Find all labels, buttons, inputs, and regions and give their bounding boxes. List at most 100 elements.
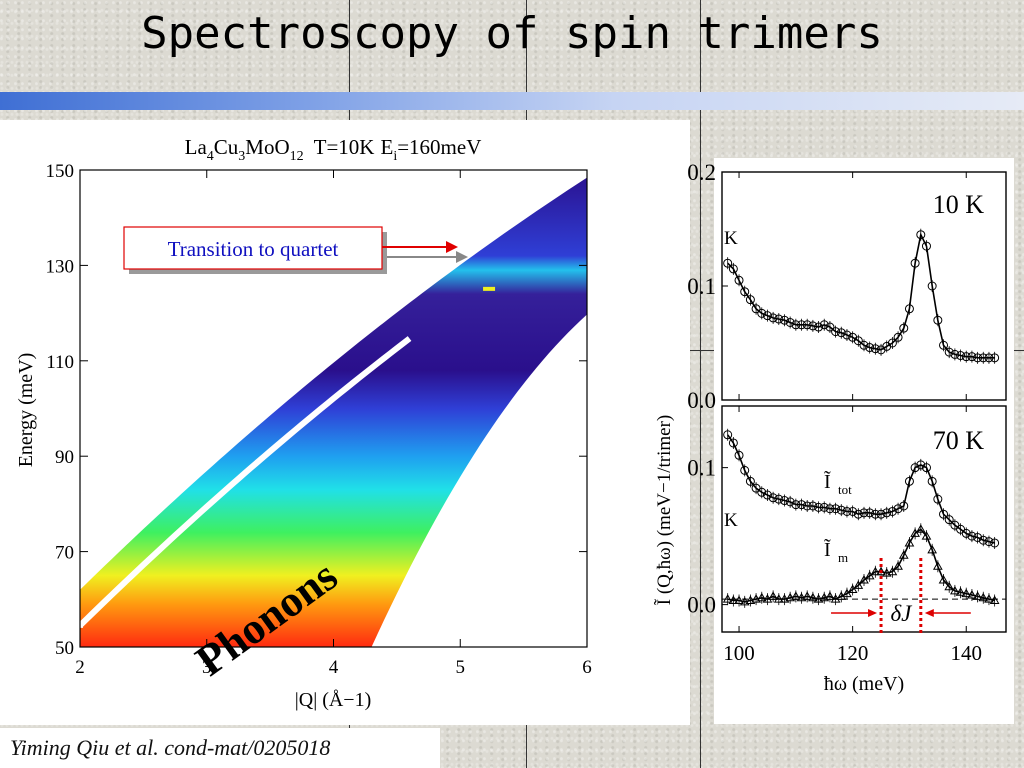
spectrum-10k-point — [939, 340, 949, 350]
spectrum-70k-point — [847, 584, 858, 594]
spectrum-10k-point — [944, 347, 954, 357]
spectrum-70k-point — [774, 494, 784, 504]
spectrum-70k-point — [904, 537, 915, 547]
spectrum-70k-point — [768, 493, 778, 503]
heatmap-ticks: 2 3 4 5 6 50 70 90 110 130 150 — [46, 161, 592, 678]
spectrum-70k-point — [779, 496, 789, 506]
spectrum-70k-point — [779, 594, 790, 603]
spectrum-70k-point — [848, 506, 858, 516]
heatmap-gap-streak — [80, 336, 412, 628]
spectrum-70k-point — [910, 463, 920, 473]
spectra-chart: 10 K K 70 K K Ĩ tot Ĩ m δJ 100 120 140 ħω (meV) — [721, 171, 1007, 695]
spectrum-10k-point — [808, 321, 818, 331]
spectrum-10k-point — [984, 353, 994, 363]
spectrum-10k-point — [836, 328, 846, 338]
spectrum-70k-point — [853, 580, 864, 589]
heatmap-y-tick-label: 110 — [46, 352, 74, 373]
spectrum-10k-point — [887, 338, 897, 348]
spectrum-70k-point — [910, 528, 920, 537]
spectrum-10k-point — [916, 230, 926, 240]
citation: Yiming Qiu et al. cond-mat/0205018 — [0, 728, 440, 768]
spectrum-10k-point — [927, 281, 937, 291]
spectra-axis-labels: Ĩ (Q,ħω) (meV−1/trimer) 0.0 0.1 0.2 0.0 0.1 — [653, 160, 716, 618]
spectrum-70k-point — [819, 502, 829, 512]
heatmap-band — [80, 177, 587, 647]
title-accent-bar — [0, 92, 1024, 110]
spectrum-70k-point — [791, 500, 801, 510]
spectrum-70k-point — [859, 508, 869, 518]
spectrum-70k-point — [961, 528, 971, 538]
spectrum-70k-point — [950, 585, 960, 595]
spectrum-10k-point — [831, 327, 841, 337]
spectrum-70k-point — [740, 465, 750, 475]
spectrum-70k-point — [864, 570, 875, 580]
spectrum-70k-point — [762, 490, 772, 500]
series-label-m-sub: m — [838, 550, 848, 565]
spectrum-70k-point — [893, 504, 903, 514]
spectrum-10k-y-tick-label: 0.2 — [687, 160, 716, 185]
spectrum-10k-point — [961, 352, 971, 362]
spectrum-70k-point — [927, 476, 937, 486]
spectrum-10k-point — [745, 295, 755, 305]
spectrum-70k-point — [785, 592, 796, 602]
spectrum-70k-point — [836, 505, 846, 515]
delta-j-label: δJ — [890, 601, 913, 626]
spectrum-70k-point — [802, 591, 813, 600]
spectrum-70k-point — [756, 592, 767, 602]
series-label-tot: Ĩ — [824, 469, 831, 493]
spectrum-70k-point — [797, 500, 807, 510]
heatmap-y-label: Energy (meV) — [15, 353, 37, 468]
spectrum-10k-point — [779, 315, 789, 325]
spectrum-70k-point — [876, 509, 886, 519]
spectrum-70k-frame — [721, 405, 1007, 633]
heatmap-x-label: |Q| (Å−1) — [295, 689, 372, 711]
spectrum-10k-point — [723, 258, 733, 268]
heatmap-hotspot — [483, 286, 496, 291]
spectrum-70k-point — [967, 531, 977, 541]
spectrum-10k-point — [791, 320, 801, 330]
spectrum-10k-point — [768, 313, 778, 323]
spectrum-70k-point — [768, 591, 778, 600]
spectrum-10k-point — [933, 315, 943, 325]
spectrum-10k-point — [990, 353, 1000, 363]
spectrum-70k-point — [933, 494, 943, 504]
spectrum-70k-point — [921, 463, 931, 473]
spectrum-10k-point — [899, 323, 909, 333]
spectrum-70k-point — [745, 476, 755, 486]
spectrum-x-tick-label: 120 — [837, 641, 869, 665]
spectrum-70k-y-tick-label: 0.1 — [687, 456, 716, 481]
spectrum-70k-point — [898, 550, 909, 559]
heatmap-x-tick-label: 5 — [456, 657, 466, 678]
spectrum-10k-point — [956, 351, 966, 361]
spectrum-70k-point — [932, 561, 943, 570]
spectrum-10k-point — [865, 343, 875, 353]
series-label-m: Ĩ — [824, 537, 831, 561]
spectrum-10k-y-tick-label: 0.0 — [687, 388, 716, 413]
spectrum-70k-point — [865, 508, 875, 518]
spectrum-10k-point — [973, 353, 983, 363]
spectrum-10k-point — [921, 241, 931, 251]
spectrum-70k-point — [904, 476, 914, 486]
spectrum-70k-point — [745, 595, 756, 604]
spectrum-70k-point — [785, 497, 795, 507]
heatmap-title: La4Cu3MoO12 T=10K Ei=160meV — [185, 135, 482, 164]
spectrum-70k-point — [887, 566, 898, 576]
spectrum-10k-point — [904, 304, 914, 314]
spectrum-70k-point — [842, 588, 852, 598]
spectrum-70k-label: 70 K — [933, 426, 985, 455]
spectrum-70k-point — [739, 596, 750, 606]
spectrum-10k-point — [859, 340, 869, 350]
delta-arrow-left-head — [868, 609, 878, 617]
heatmap-figure: 2 3 4 5 6 50 70 90 110 130 150 La4Cu3MoO12 T=10K Ei=… — [0, 120, 690, 725]
spectrum-10k-point — [757, 308, 767, 318]
spectrum-10k-point — [967, 352, 977, 362]
spectrum-70k-point — [859, 574, 869, 584]
spectrum-70k-point — [734, 450, 744, 460]
heatmap-chart: 2 3 4 5 6 50 70 90 110 130 150 La4Cu3MoO12 T=10K Ei=… — [15, 135, 592, 711]
spectrum-70k-point — [961, 588, 972, 598]
spectrum-10k-point — [785, 317, 795, 327]
spectrum-70k-point — [915, 524, 926, 533]
spectrum-70k-fit-line — [727, 434, 995, 544]
annotation-box — [123, 226, 383, 270]
spectrum-70k-point — [893, 561, 903, 570]
